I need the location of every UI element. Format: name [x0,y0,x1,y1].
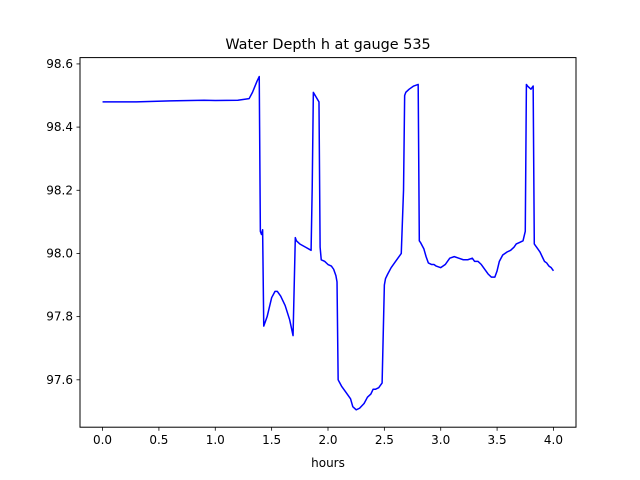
x-tick-label: 2.5 [375,433,394,447]
series-line-0 [102,75,555,411]
x-tick-label: 3.5 [488,433,507,447]
y-tick-label: 98.2 [46,183,73,197]
x-tick-label: 0.0 [93,433,112,447]
x-tick-label: 2.0 [318,433,337,447]
y-tick-label: 97.8 [46,310,73,324]
x-axis-ticks: 0.0 0.5 1.0 1.5 2.0 2.5 3.0 3.5 4.0 [93,427,563,447]
x-tick-label: 1.5 [262,433,281,447]
x-tick-label: 0.5 [149,433,168,447]
y-tick-label: 98.0 [46,246,73,260]
series-layer [102,75,555,411]
y-tick-label: 98.6 [46,57,73,71]
y-tick-label: 98.4 [46,120,73,134]
chart-title: Water Depth h at gauge 535 [225,37,430,53]
plot-area [80,57,576,428]
y-axis-ticks: 97.6 97.8 98.0 98.2 98.4 98.6 [46,57,80,387]
x-tick-label: 1.0 [206,433,225,447]
x-tick-label: 4.0 [544,433,563,447]
x-axis-label: hours [311,456,345,470]
y-tick-label: 97.6 [46,373,73,387]
x-tick-label: 3.0 [431,433,450,447]
